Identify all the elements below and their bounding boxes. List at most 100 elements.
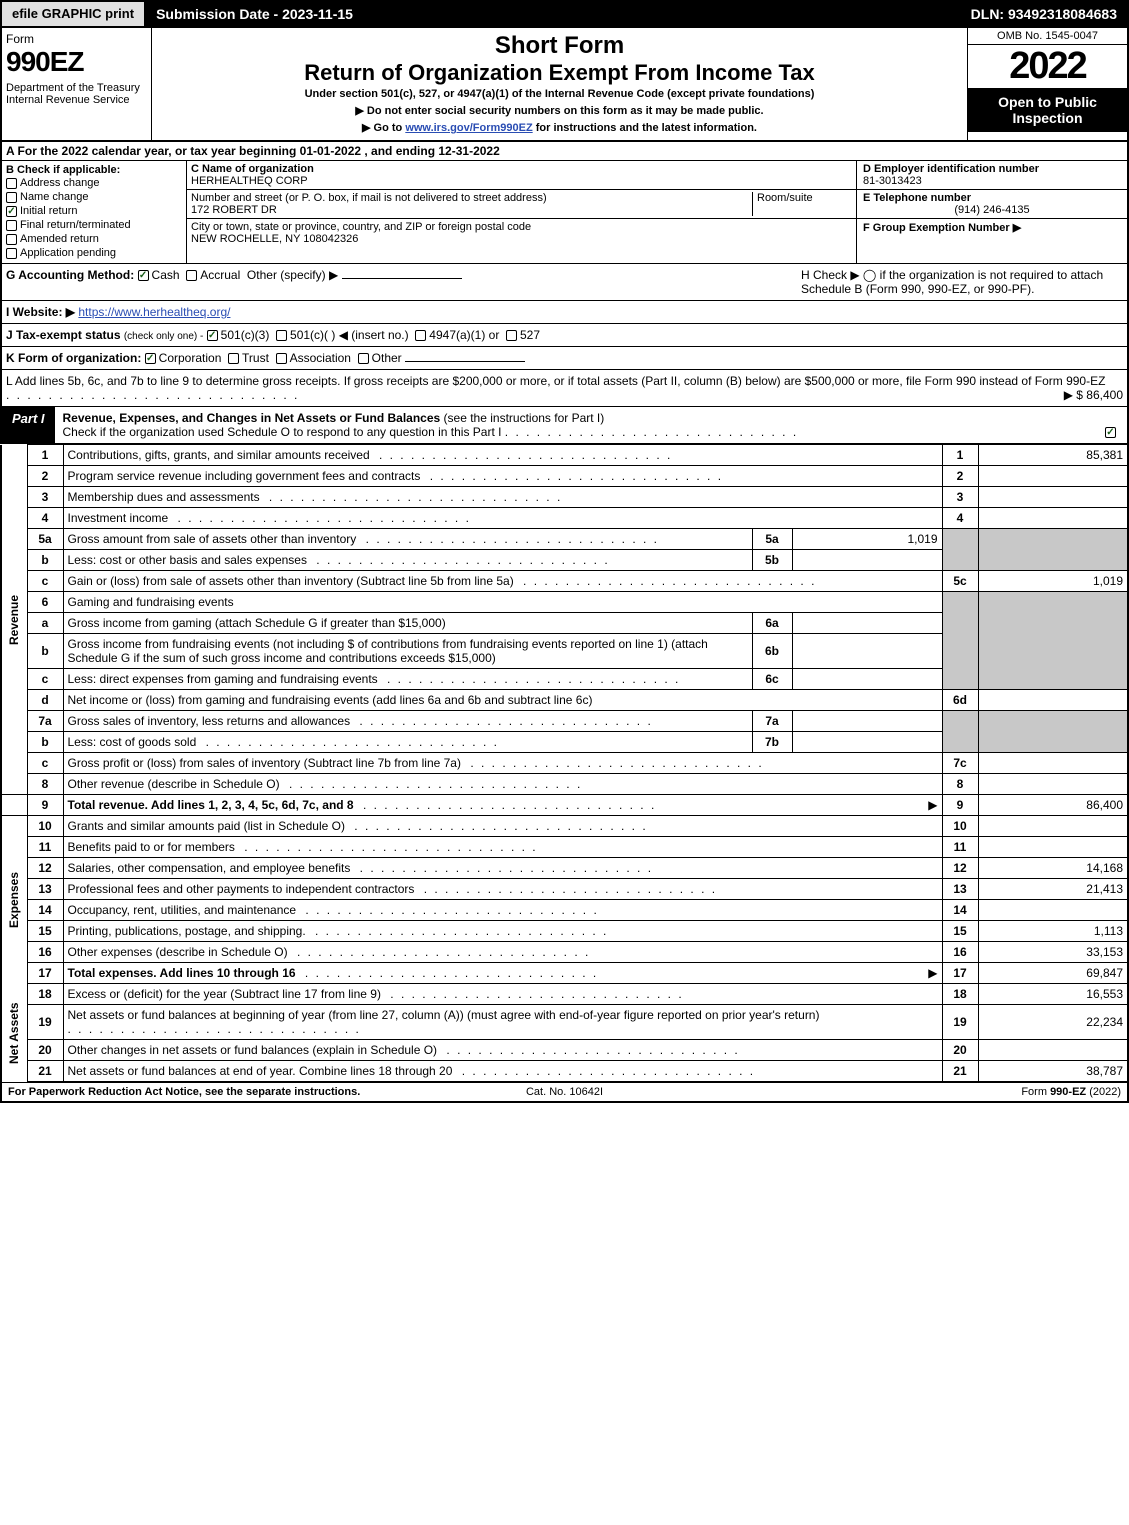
l6a-sub: 6a (752, 613, 792, 634)
part-i-note-text: Check if the organization used Schedule … (63, 425, 502, 439)
b-opt-amended[interactable]: Amended return (6, 232, 182, 246)
efile-print-button[interactable]: efile GRAPHIC print (2, 2, 146, 26)
k-trust-check[interactable] (228, 353, 239, 364)
l5c-text: Gain or (loss) from sale of assets other… (68, 574, 518, 588)
k-assoc-check[interactable] (276, 353, 287, 364)
line-8: 8 Other revenue (describe in Schedule O)… (1, 774, 1128, 795)
line-9: 9 Total revenue. Add lines 1, 2, 3, 4, 5… (1, 795, 1128, 816)
d-ein: D Employer identification number 81-3013… (857, 161, 1127, 190)
j-501c3-check[interactable] (207, 330, 218, 341)
line-12: 12 Salaries, other compensation, and emp… (1, 858, 1128, 879)
l12-text: Salaries, other compensation, and employ… (68, 861, 355, 875)
l3-text: Membership dues and assessments (68, 490, 264, 504)
b-opt-pending[interactable]: Application pending (6, 246, 182, 260)
l6d-box: 6d (942, 690, 978, 711)
l10-num: 10 (27, 816, 63, 837)
l18-amt: 16,553 (978, 984, 1128, 1005)
l12-box: 12 (942, 858, 978, 879)
b-opt-name[interactable]: Name change (6, 190, 182, 204)
l7c-amt (978, 753, 1128, 774)
l5a-desc: Gross amount from sale of assets other t… (63, 529, 752, 550)
subtitle-1: Under section 501(c), 527, or 4947(a)(1)… (160, 86, 959, 102)
l15-desc: Printing, publications, postage, and shi… (63, 921, 942, 942)
l6b-desc: Gross income from fundraising events (no… (63, 634, 752, 669)
website-link[interactable]: https://www.herhealtheq.org/ (78, 305, 230, 319)
l7a-desc: Gross sales of inventory, less returns a… (63, 711, 752, 732)
line-13: 13 Professional fees and other payments … (1, 879, 1128, 900)
l15-text: Printing, publications, postage, and shi… (68, 924, 310, 938)
j-opt1: 501(c)(3) (221, 328, 270, 342)
l17-box: 17 (942, 963, 978, 984)
line-5b: b Less: cost or other basis and sales ex… (1, 550, 1128, 571)
j-4947-check[interactable] (415, 330, 426, 341)
l6c-text: Less: direct expenses from gaming and fu… (68, 672, 382, 686)
l11-amt (978, 837, 1128, 858)
dots-icon (382, 672, 681, 686)
l2-num: 2 (27, 466, 63, 487)
l5a-subamt: 1,019 (792, 529, 942, 550)
row-gh: G Accounting Method: Cash Accrual Other … (0, 264, 1129, 301)
l19-text: Net assets or fund balances at beginning… (68, 1008, 820, 1022)
row-j-tax-exempt: J Tax-exempt status (check only one) - 5… (0, 324, 1129, 347)
arrow-icon: ▶ (928, 966, 937, 980)
l17-num: 17 (27, 963, 63, 984)
irs-link[interactable]: www.irs.gov/Form990EZ (405, 122, 532, 134)
l11-desc: Benefits paid to or for members (63, 837, 942, 858)
g-cash-check[interactable] (138, 270, 149, 281)
l21-amt: 38,787 (978, 1061, 1128, 1082)
k-corp-check[interactable] (145, 353, 156, 364)
open-to-public: Open to Public Inspection (968, 88, 1127, 132)
l6c-num: c (27, 669, 63, 690)
l7b-shade2 (978, 732, 1128, 753)
l18-desc: Excess or (deficit) for the year (Subtra… (63, 984, 942, 1005)
k-label: K Form of organization: (6, 351, 141, 365)
f-label: F Group Exemption Number ▶ (863, 222, 1021, 234)
b-opt-final-label: Final return/terminated (20, 219, 131, 231)
line-6: 6 Gaming and fundraising events (1, 592, 1128, 613)
g-accrual-check[interactable] (186, 270, 197, 281)
l11-text: Benefits paid to or for members (68, 840, 239, 854)
dots-icon (68, 1022, 361, 1036)
dots-icon (349, 819, 648, 833)
l3-amt (978, 487, 1128, 508)
part-i-checkbox[interactable] (1105, 427, 1116, 438)
k-other-check[interactable] (358, 353, 369, 364)
l5c-num: c (27, 571, 63, 592)
k-other-input[interactable] (405, 361, 525, 362)
l5b-desc: Less: cost or other basis and sales expe… (63, 550, 752, 571)
l7b-num: b (27, 732, 63, 753)
page-footer: For Paperwork Reduction Act Notice, see … (0, 1082, 1129, 1103)
cell-org-name: C Name of organization HERHEALTHEQ CORP (187, 161, 856, 190)
l6c-sub: 6c (752, 669, 792, 690)
l6c-shade2 (978, 669, 1128, 690)
l16-num: 16 (27, 942, 63, 963)
part-i-desc: Revenue, Expenses, and Changes in Net As… (55, 407, 1097, 443)
b-opt-initial-label: Initial return (20, 205, 77, 217)
line-17: 17 Total expenses. Add lines 10 through … (1, 963, 1128, 984)
l1-desc: Contributions, gifts, grants, and simila… (63, 445, 942, 466)
e-phone: E Telephone number (914) 246-4135 (857, 190, 1127, 219)
b-opt-final[interactable]: Final return/terminated (6, 218, 182, 232)
l19-num: 19 (27, 1005, 63, 1040)
line-1: Revenue 1 Contributions, gifts, grants, … (1, 445, 1128, 466)
g-other-input[interactable] (342, 278, 462, 279)
l20-desc: Other changes in net assets or fund bala… (63, 1040, 942, 1061)
b-opt-address[interactable]: Address change (6, 176, 182, 190)
line-5c: c Gain or (loss) from sale of assets oth… (1, 571, 1128, 592)
b-opt-initial[interactable]: Initial return (6, 204, 182, 218)
l7b-subamt (792, 732, 942, 753)
l6b-sub: 6b (752, 634, 792, 669)
cell-city: City or town, state or province, country… (187, 219, 856, 247)
l6-shade1 (942, 592, 978, 613)
j-501c-check[interactable] (276, 330, 287, 341)
line-6b: b Gross income from fundraising events (… (1, 634, 1128, 669)
addr-value: 172 ROBERT DR (191, 204, 277, 216)
row-l-gross-receipts: L Add lines 5b, 6c, and 7b to line 9 to … (0, 370, 1129, 407)
dots-icon (385, 987, 684, 1001)
l10-amt (978, 816, 1128, 837)
l5a-sub: 5a (752, 529, 792, 550)
l3-num: 3 (27, 487, 63, 508)
line-21: 21 Net assets or fund balances at end of… (1, 1061, 1128, 1082)
j-527-check[interactable] (506, 330, 517, 341)
l7a-num: 7a (27, 711, 63, 732)
